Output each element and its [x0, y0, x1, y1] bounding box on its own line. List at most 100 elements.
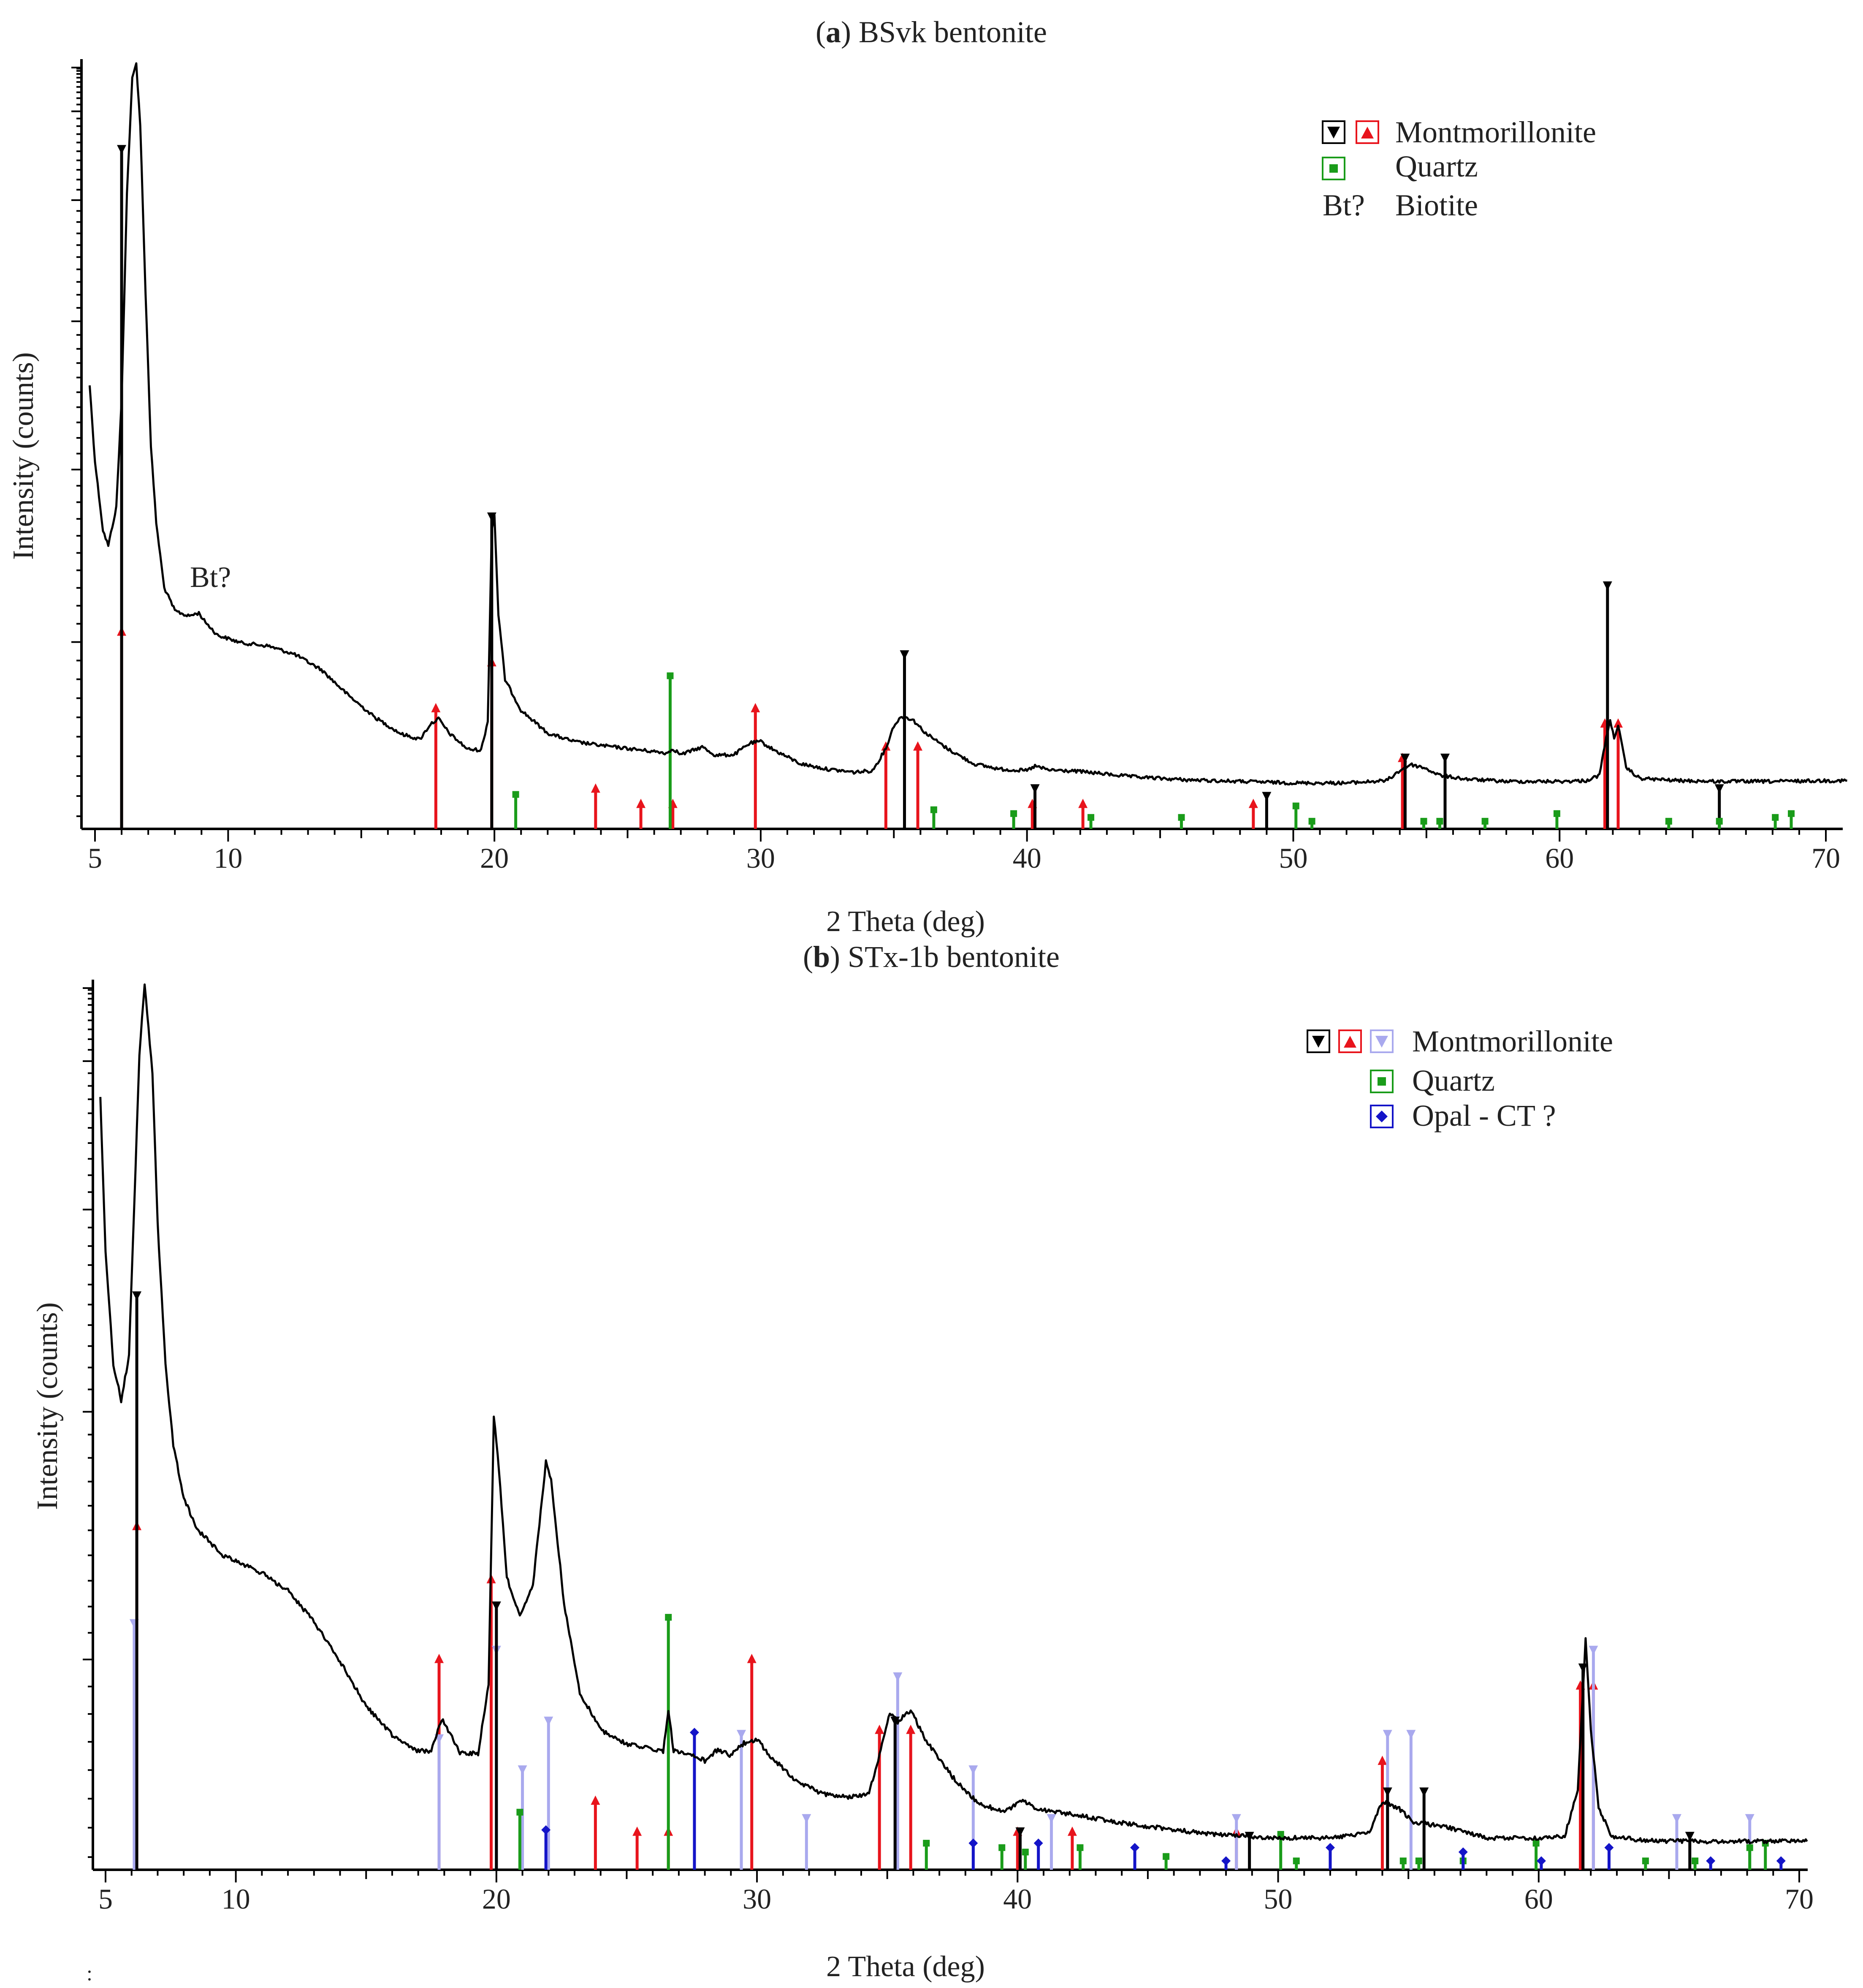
reference-marker — [1614, 718, 1623, 728]
reference-marker — [1589, 1646, 1598, 1655]
panel-b-legend: Montmorillonite Quartz Opal - CT ? — [1307, 1024, 1613, 1133]
reference-marker — [1383, 1787, 1392, 1797]
reference-marker — [1406, 1730, 1416, 1739]
reference-marker — [1458, 1847, 1468, 1857]
legend-label-quartz: Quartz — [1395, 149, 1478, 183]
reference-marker — [1788, 810, 1795, 817]
reference-marker — [1716, 817, 1723, 825]
x-tick-label: 10 — [214, 842, 242, 874]
reference-marker — [434, 1654, 444, 1663]
reference-marker — [1415, 1858, 1422, 1865]
panel-b-y-axis-label: Intensity (counts) — [31, 1302, 64, 1510]
reference-marker — [1714, 784, 1724, 794]
reference-marker — [1776, 1856, 1786, 1866]
reference-marker — [998, 1844, 1006, 1851]
panel-a-title-text: BSvk bentonite — [859, 15, 1047, 49]
reference-marker — [636, 798, 646, 808]
reference-marker — [1685, 1832, 1695, 1841]
reference-marker — [1047, 1814, 1056, 1824]
legend-label-montmorillonite: Montmorillonite — [1412, 1024, 1613, 1058]
reference-marker — [1419, 1787, 1429, 1797]
legend-quartz-glyph-icon — [1378, 1077, 1386, 1086]
reference-marker — [491, 1601, 501, 1611]
reference-marker — [968, 1765, 978, 1775]
panel-a-legend-montmorillonite: Montmorillonite — [1322, 115, 1596, 149]
reference-marker — [665, 1614, 672, 1621]
reference-marker — [516, 1809, 523, 1816]
reference-marker — [1532, 1840, 1540, 1847]
reference-marker — [1436, 817, 1443, 825]
legend-label-quartz: Quartz — [1412, 1064, 1495, 1097]
panel-b-title-text: STx-1b bentonite — [848, 940, 1060, 974]
panel-b-plot: 5 10 20 30 40 50 60 70 — [83, 980, 1814, 1915]
reference-marker — [591, 1795, 600, 1805]
reference-marker — [906, 1725, 916, 1734]
reference-marker — [1553, 810, 1560, 817]
reference-marker — [913, 741, 923, 751]
legend-biotite-symbol: Bt? — [1323, 188, 1365, 222]
legend-red-triangle-glyph-icon — [1344, 1036, 1356, 1048]
reference-marker — [518, 1765, 527, 1775]
reference-marker — [667, 672, 674, 679]
legend-black-triangle-glyph-icon — [1327, 127, 1340, 139]
reference-marker — [893, 1672, 903, 1682]
reference-marker — [544, 1716, 553, 1726]
panel-a-legend-quartz: Quartz — [1322, 149, 1478, 183]
reference-marker — [1603, 581, 1612, 591]
reference-marker — [1015, 1827, 1025, 1837]
reference-marker — [1087, 814, 1095, 821]
reference-marker — [747, 1654, 757, 1663]
reference-marker — [737, 1730, 746, 1739]
x-tick-label: 30 — [743, 1883, 771, 1915]
reference-marker — [541, 1825, 551, 1835]
x-tick-label: 60 — [1524, 1883, 1553, 1915]
reference-marker — [689, 1727, 699, 1737]
reference-marker — [1536, 1856, 1546, 1866]
reference-marker — [1022, 1849, 1029, 1856]
x-tick-label: 50 — [1264, 1883, 1293, 1915]
panel-a-biotite-annotation: Bt? — [190, 561, 231, 594]
x-tick-label: 70 — [1811, 842, 1840, 874]
reference-marker — [1378, 1755, 1387, 1765]
panel-a-x-axis-label: 2 Theta (deg) — [826, 905, 985, 938]
x-tick-label: 5 — [98, 1883, 113, 1915]
panel-b-title: (b) STx-1b bentonite — [803, 940, 1060, 974]
panel-b-legend-opal: Opal - CT ? — [1370, 1099, 1556, 1133]
reference-marker — [1248, 798, 1258, 808]
legend-quartz-glyph-icon — [1329, 164, 1338, 173]
legend-label-opal-ct: Opal - CT ? — [1412, 1099, 1556, 1133]
reference-marker — [1078, 798, 1088, 808]
reference-marker — [1604, 1843, 1614, 1852]
x-tick-label: 60 — [1545, 842, 1574, 874]
reference-marker — [875, 1725, 884, 1734]
panel-b-legend-montmorillonite: Montmorillonite — [1307, 1024, 1613, 1058]
reference-marker — [900, 650, 909, 660]
legend-label-biotite: Biotite — [1395, 188, 1478, 222]
legend-black-triangle-glyph-icon — [1312, 1036, 1325, 1048]
reference-marker — [1293, 1858, 1300, 1865]
x-tick-label: 20 — [480, 842, 509, 874]
x-tick-label: 40 — [1013, 842, 1041, 874]
reference-marker — [1292, 802, 1299, 809]
panel-b-title-letter: b — [813, 940, 830, 974]
legend-label-montmorillonite: Montmorillonite — [1395, 115, 1596, 149]
reference-marker — [1262, 792, 1272, 801]
x-tick-label: 70 — [1785, 1883, 1814, 1915]
panel-a-y-axis-label: Intensity (counts) — [7, 352, 40, 560]
legend-lavender-triangle-glyph-icon — [1375, 1036, 1388, 1048]
reference-marker — [1163, 1853, 1170, 1860]
reference-marker — [1221, 1856, 1231, 1866]
reference-marker — [512, 791, 519, 798]
reference-marker — [431, 703, 441, 712]
panel-a-title: (a) BSvk bentonite — [816, 15, 1047, 49]
diffraction-pattern-line — [99, 983, 1808, 1844]
diffraction-pattern-line — [88, 62, 1847, 786]
reference-marker — [751, 703, 760, 712]
panel-a-title-letter: a — [826, 15, 841, 49]
reference-marker — [1746, 1844, 1753, 1851]
panel-a-plot: 5 10 20 30 40 50 60 70 — [71, 59, 1847, 874]
panel-b: (b) STx-1b bentonite 5 10 20 30 40 50 60 70 2 T… — [31, 940, 1814, 1983]
reference-marker — [802, 1814, 811, 1824]
reference-marker — [1077, 1844, 1084, 1851]
